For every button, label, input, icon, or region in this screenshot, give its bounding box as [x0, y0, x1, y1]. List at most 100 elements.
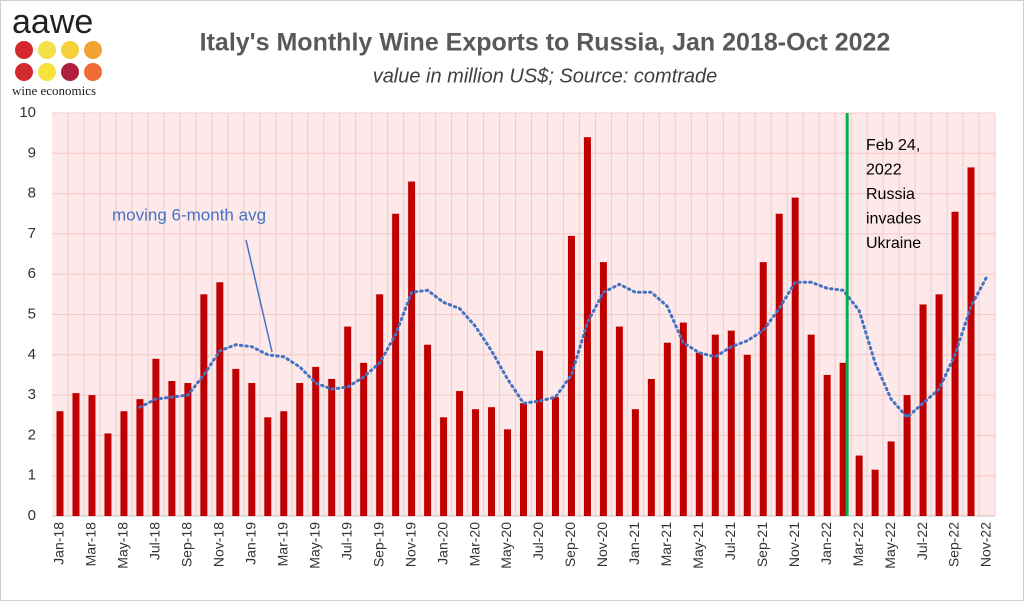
x-tick-label: May-18: [115, 522, 131, 569]
bar: [344, 326, 352, 516]
bar: [392, 213, 400, 516]
x-tick-label: Jul-22: [914, 522, 930, 560]
logo-dot: [84, 63, 102, 81]
x-tick-label: Jul-20: [530, 522, 546, 560]
bar: [72, 393, 80, 516]
bar: [695, 352, 703, 516]
x-tick-label: May-21: [690, 522, 706, 569]
chart-subtitle: value in million US$; Source: comtrade: [373, 65, 718, 87]
x-tick-label: May-19: [306, 522, 322, 569]
bar: [631, 409, 639, 516]
event-label: invades: [866, 211, 921, 228]
x-tick-label: Mar-21: [658, 522, 674, 567]
logo-dot: [84, 41, 102, 59]
bar: [775, 213, 783, 516]
bar: [296, 383, 304, 516]
y-tick-label: 9: [28, 144, 36, 161]
x-tick-label: Mar-19: [274, 522, 290, 567]
x-tick-label: Sep-18: [179, 522, 195, 567]
x-tick-label: May-22: [882, 522, 898, 569]
bar: [504, 429, 512, 516]
bar: [248, 383, 256, 516]
chart-title: Italy's Monthly Wine Exports to Russia, …: [200, 29, 891, 57]
y-tick-label: 5: [28, 305, 36, 322]
bar: [535, 350, 543, 516]
event-label: 2022: [866, 162, 902, 179]
logo-dot: [15, 41, 33, 59]
y-tick-label: 1: [28, 467, 36, 484]
x-tick-label: Jan-20: [434, 522, 450, 565]
x-tick-label: Sep-21: [754, 522, 770, 567]
bar: [647, 378, 655, 516]
x-tick-label: Mar-18: [83, 522, 99, 567]
bar: [456, 391, 464, 516]
annotation-arrow: [245, 239, 273, 353]
bar: [567, 235, 575, 517]
logo-dot: [38, 63, 56, 81]
y-tick-label: 0: [28, 507, 36, 524]
event-label: Feb 24,: [866, 137, 920, 154]
bar: [152, 358, 160, 516]
bar: [168, 380, 176, 516]
y-tick-label: 7: [28, 225, 36, 242]
x-tick-label: Jan-18: [51, 522, 67, 565]
bar: [967, 167, 975, 516]
bar: [839, 362, 847, 516]
bar: [56, 411, 64, 516]
bar: [216, 282, 224, 516]
logo-dot: [61, 63, 79, 81]
bar: [440, 417, 448, 516]
x-tick-label: May-20: [498, 522, 514, 569]
x-tick-label: Jan-21: [626, 522, 642, 565]
y-tick-label: 8: [28, 185, 36, 202]
bar: [903, 395, 911, 516]
bar: [184, 383, 192, 516]
logo-tagline: wine economics: [12, 83, 96, 98]
bar: [919, 304, 927, 516]
logo-text: aawe: [12, 3, 93, 41]
bar: [599, 262, 607, 516]
x-tick-label: Nov-20: [594, 522, 610, 567]
bar: [312, 366, 320, 516]
bar: [488, 407, 496, 516]
bar: [520, 403, 527, 516]
bar: [743, 354, 751, 516]
logo: aawe wine economics: [12, 3, 102, 98]
x-tick-label: Nov-18: [211, 522, 227, 567]
x-tick-label: Jan-22: [818, 522, 834, 565]
bar: [376, 294, 384, 516]
bar: [807, 334, 815, 516]
bar: [88, 395, 96, 516]
bar: [791, 197, 799, 516]
bar: [408, 181, 416, 516]
bar: [120, 411, 128, 516]
bar: [328, 378, 336, 516]
plot-area: 0 1 2 3 4 5 6 7 8 9 10 Jan-18 Mar-18 May-18 Jul-18 Sep-…: [19, 104, 996, 569]
x-tick-label: Nov-21: [786, 522, 802, 567]
logo-dot: [61, 41, 79, 59]
bar: [855, 455, 863, 516]
bar: [887, 441, 895, 516]
y-tick-label: 3: [28, 386, 36, 403]
y-tick-label: 2: [28, 426, 36, 443]
logo-dot: [38, 41, 56, 59]
bar: [424, 344, 432, 516]
bar: [551, 397, 559, 516]
bar: [679, 322, 687, 516]
x-tick-label: Sep-22: [946, 522, 962, 567]
bar: [871, 469, 879, 516]
y-tick-label: 4: [28, 346, 36, 363]
bar: [759, 262, 767, 516]
x-tick-label: Jul-21: [722, 522, 738, 560]
x-tick-label: Nov-19: [402, 522, 418, 567]
bar: [711, 334, 719, 516]
bar: [727, 330, 735, 516]
bar: [264, 417, 272, 516]
x-tick-label: Mar-20: [466, 522, 482, 567]
x-tick-label: Nov-22: [978, 522, 994, 567]
x-tick-label: Jul-19: [338, 522, 354, 560]
y-tick-label: 6: [28, 265, 36, 282]
x-tick-label: Mar-22: [850, 522, 866, 567]
bar: [951, 211, 959, 517]
